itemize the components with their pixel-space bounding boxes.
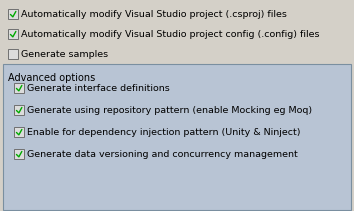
Text: Generate interface definitions: Generate interface definitions bbox=[27, 84, 170, 93]
Bar bbox=[14, 127, 24, 137]
Bar bbox=[14, 105, 24, 115]
Text: Generate using repository pattern (enable Mocking eg Moq): Generate using repository pattern (enabl… bbox=[27, 106, 312, 115]
Bar bbox=[3, 64, 351, 210]
Text: Generate data versioning and concurrency management: Generate data versioning and concurrency… bbox=[27, 150, 298, 159]
Bar bbox=[14, 83, 24, 93]
Text: Enable for dependency injection pattern (Unity & Ninject): Enable for dependency injection pattern … bbox=[27, 128, 301, 137]
Bar bbox=[8, 49, 18, 59]
Text: Advanced options: Advanced options bbox=[8, 73, 95, 83]
Bar bbox=[8, 29, 18, 39]
Text: Automatically modify Visual Studio project (.csproj) files: Automatically modify Visual Studio proje… bbox=[21, 10, 287, 19]
Bar bbox=[14, 149, 24, 159]
Bar bbox=[8, 9, 18, 19]
Text: Automatically modify Visual Studio project config (.config) files: Automatically modify Visual Studio proje… bbox=[21, 30, 320, 39]
Text: Generate samples: Generate samples bbox=[21, 50, 108, 59]
